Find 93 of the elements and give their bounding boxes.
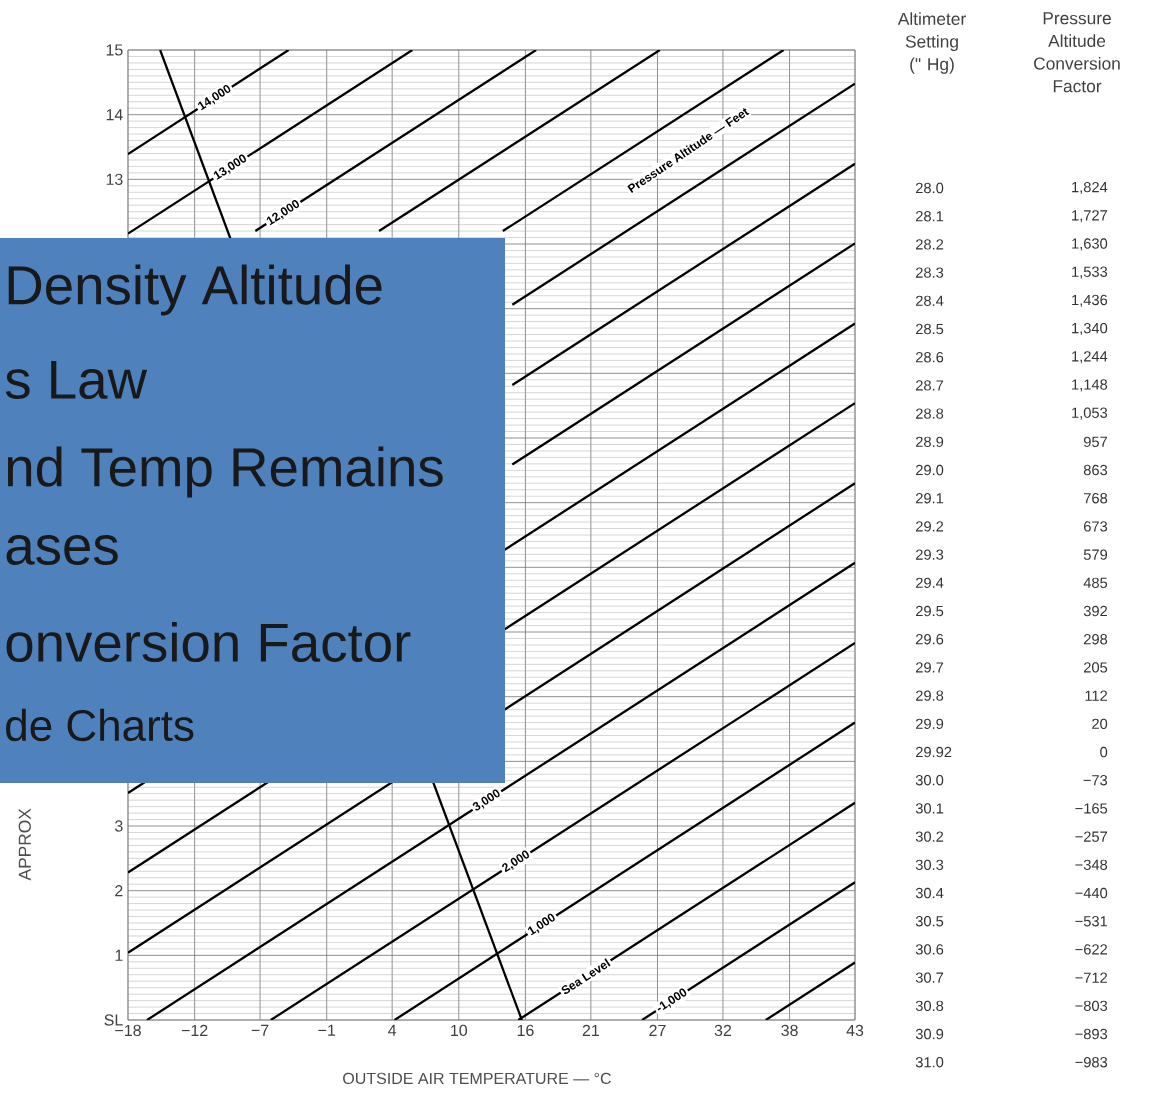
y-tick-label: 15 <box>106 44 123 56</box>
category-label: 29.4 <box>916 577 944 588</box>
text: 1,630 <box>1072 238 1108 251</box>
text: −622 <box>1075 944 1108 955</box>
category-label: 30.0 <box>915 775 944 786</box>
text: 673 <box>1084 521 1108 532</box>
text: −348 <box>1075 859 1108 871</box>
text: 112 <box>1085 690 1108 701</box>
category-label: 29.9 <box>916 718 944 729</box>
y-axis-title: APPROX <box>18 808 31 881</box>
category-label: 28.4 <box>916 295 944 306</box>
text: 1,824 <box>1072 181 1108 195</box>
x-tick-label: −18 <box>115 1024 141 1037</box>
text: −803 <box>1075 1000 1108 1012</box>
x-axis-title: OUTSIDE AIR TEMPERATURE — °C <box>343 1072 611 1085</box>
x-tick-label: −7 <box>251 1024 269 1036</box>
category-label: 28.5 <box>916 323 944 335</box>
text: Altimeter Setting (" Hg) <box>897 12 966 74</box>
text: 579 <box>1083 549 1108 560</box>
category-label: 28.1 <box>916 211 944 222</box>
category-label: 28.0 <box>916 182 944 194</box>
text: −73 <box>1083 775 1108 786</box>
category-label: 30.4 <box>915 887 944 899</box>
text: 392 <box>1083 605 1108 617</box>
text: 485 <box>1083 577 1108 588</box>
text: 957 <box>1083 436 1108 447</box>
text: 1,340 <box>1072 322 1108 336</box>
text: 1,727 <box>1072 210 1108 223</box>
x-tick-label: 27 <box>649 1024 666 1036</box>
x-tick-label: 4 <box>388 1024 397 1036</box>
category-label: 30.3 <box>915 859 944 871</box>
category-label: 28.6 <box>916 352 944 363</box>
category-label: 30.2 <box>915 831 944 842</box>
x-tick-label: 10 <box>451 1024 468 1037</box>
y-tick-label: 14 <box>106 109 123 121</box>
category-label: 31.0 <box>915 1057 944 1068</box>
text: 863 <box>1083 464 1108 476</box>
category-label: 28.3 <box>916 267 944 278</box>
annotation: onversion Factor <box>6 621 411 663</box>
text: 0 <box>1100 746 1108 758</box>
text: −257 <box>1075 831 1108 842</box>
annotation: de Charts <box>6 708 194 742</box>
category-label: 30.8 <box>915 1000 944 1012</box>
y-tick-label: 1 <box>115 949 123 961</box>
category-label: 30.1 <box>915 803 944 814</box>
category-label: 29.7 <box>916 662 944 673</box>
category-label: 30.7 <box>915 972 944 983</box>
text: 298 <box>1084 634 1108 645</box>
y-tick-label: 3 <box>115 820 123 832</box>
y-tick-label: 13 <box>106 173 123 185</box>
category-label: 29.8 <box>916 690 944 701</box>
text: −165 <box>1075 803 1108 814</box>
text: 768 <box>1084 493 1108 504</box>
text: 1,053 <box>1072 407 1108 420</box>
category-label: 30.6 <box>915 944 944 955</box>
category-label: 29.0 <box>916 464 944 476</box>
text: −712 <box>1075 972 1108 983</box>
category-label: 28.7 <box>916 380 944 391</box>
annotation: nd Temp Remains <box>7 446 443 498</box>
y-tick-label: SL <box>104 1014 123 1026</box>
category-label: 29.3 <box>916 549 944 560</box>
x-tick-label: −1 <box>318 1024 336 1036</box>
text: −983 <box>1075 1057 1108 1068</box>
text: 205 <box>1084 662 1108 673</box>
category-label: 28.9 <box>916 436 944 447</box>
text: 1,533 <box>1072 266 1108 279</box>
text: 1,148 <box>1072 379 1108 392</box>
category-label: 28.2 <box>916 239 944 250</box>
text: 20 <box>1092 718 1108 729</box>
text: Pressure Altitude Conversion Factor <box>1034 12 1120 93</box>
y-tick-label: 2 <box>115 885 123 897</box>
category-label: 30.5 <box>915 916 944 927</box>
category-label: 29.2 <box>916 521 944 532</box>
category-label: 29.6 <box>916 634 944 645</box>
x-tick-label: 32 <box>714 1024 732 1037</box>
x-tick-label: 21 <box>582 1024 599 1036</box>
text: 1,436 <box>1072 294 1108 307</box>
category-label: 29.5 <box>916 605 944 617</box>
text: −531 <box>1075 916 1108 927</box>
text: −893 <box>1075 1028 1108 1040</box>
x-tick-label: 16 <box>517 1024 534 1037</box>
annotation: Density Altitude <box>8 264 382 316</box>
text: ases <box>6 535 118 565</box>
text: −440 <box>1075 887 1108 899</box>
x-tick-label: 43 <box>846 1024 864 1037</box>
category-label: 28.8 <box>916 408 944 419</box>
category-label: 30.9 <box>915 1028 944 1040</box>
annotation: s Law <box>5 360 148 400</box>
x-tick-label: −12 <box>181 1024 208 1036</box>
category-label: 29.92 <box>916 746 952 758</box>
category-label: 29.1 <box>916 493 944 504</box>
text: 1,244 <box>1072 351 1108 364</box>
x-tick-label: 38 <box>781 1024 798 1037</box>
